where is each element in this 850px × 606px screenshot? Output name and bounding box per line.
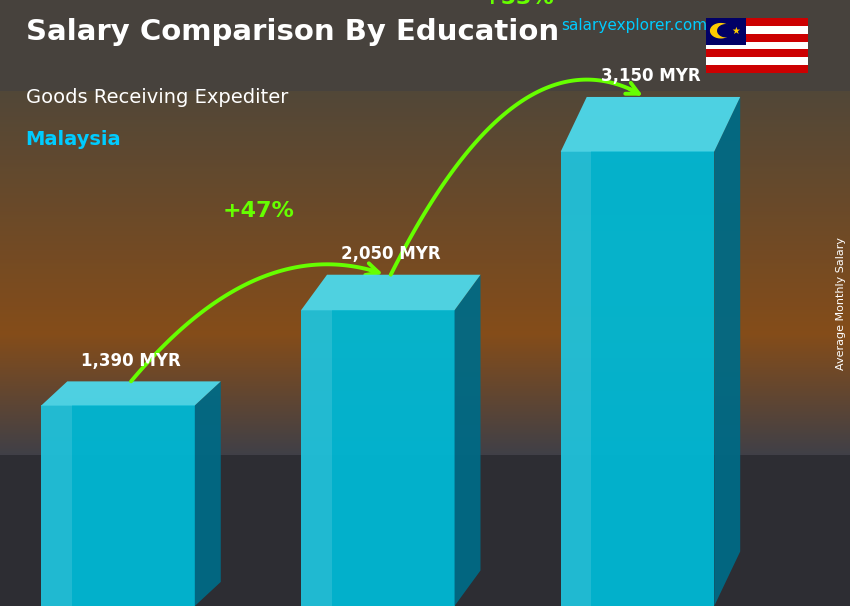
Polygon shape [561,152,592,606]
Polygon shape [706,57,808,65]
Polygon shape [706,34,808,42]
Polygon shape [706,18,746,45]
Polygon shape [42,405,195,606]
Polygon shape [42,405,72,606]
Polygon shape [42,381,221,405]
Polygon shape [714,97,740,606]
Text: 2,050 MYR: 2,050 MYR [341,245,440,263]
Polygon shape [301,275,480,310]
Text: +53%: +53% [482,0,554,8]
Polygon shape [706,26,808,34]
Polygon shape [706,18,808,26]
Polygon shape [706,42,808,49]
Text: salaryexplorer.com: salaryexplorer.com [561,18,707,33]
Polygon shape [561,152,714,606]
Polygon shape [706,49,808,57]
Text: Goods Receiving Expediter: Goods Receiving Expediter [26,88,288,107]
Text: ★: ★ [732,25,740,36]
Text: 1,390 MYR: 1,390 MYR [81,352,181,370]
Polygon shape [301,310,455,606]
Polygon shape [455,275,480,606]
Text: 3,150 MYR: 3,150 MYR [601,67,700,85]
Text: +47%: +47% [223,201,294,221]
Text: Salary Comparison By Education: Salary Comparison By Education [26,18,558,46]
Polygon shape [711,24,727,38]
Polygon shape [195,381,221,606]
Polygon shape [561,97,740,152]
Text: Malaysia: Malaysia [26,130,121,149]
Polygon shape [717,25,734,37]
Polygon shape [301,310,332,606]
Polygon shape [706,65,808,73]
Text: Average Monthly Salary: Average Monthly Salary [836,236,846,370]
